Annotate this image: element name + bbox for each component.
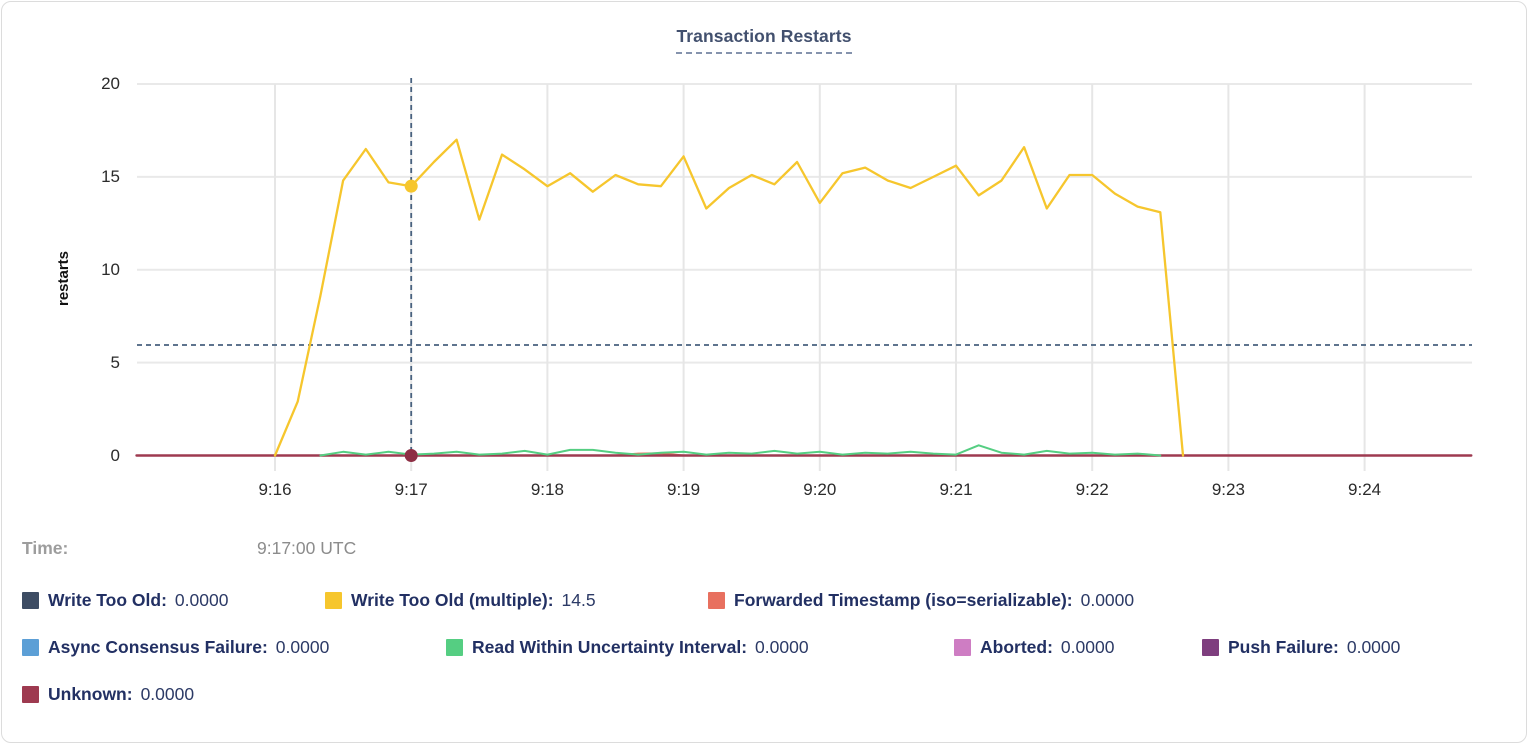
tooltip-time-label: Time: [22, 538, 69, 558]
x-tick-label: 9:18 [530, 480, 564, 499]
legend-item-unknown: Unknown: 0.0000 [22, 684, 194, 704]
x-tick-label: 9:24 [1348, 480, 1382, 499]
legend-item-write-too-old-multiple: Write Too Old (multiple): 14.5 [325, 590, 596, 610]
legend-color-swatch [325, 591, 342, 609]
tooltip-time-value: 9:17:00 UTC [257, 538, 357, 558]
x-tick-label: 9:19 [667, 480, 701, 499]
chart-plot-area[interactable] [2, 2, 1527, 530]
legend-value: 0.0000 [1346, 636, 1401, 657]
chart-header: Transaction Restarts [2, 26, 1526, 54]
legend-value: 0.0000 [275, 636, 330, 657]
legend-value: 0.0000 [1060, 636, 1115, 657]
legend-row: Unknown: 0.0000 [2, 684, 1526, 710]
x-tick-label: 9:21 [939, 480, 973, 499]
legend-row: Async Consensus Failure: 0.0000 Read Withi… [2, 637, 1526, 663]
legend-item-forwarded-timestamp-iso-serializable: Forwarded Timestamp (iso=serializable): 0… [708, 590, 1134, 610]
legend-item-async-consensus-failure: Async Consensus Failure: 0.0000 [22, 637, 329, 657]
x-tick-label: 9:22 [1075, 480, 1109, 499]
legend-item-push-failure: Push Failure: 0.0000 [1202, 637, 1400, 657]
legend-value: 14.5 [561, 589, 596, 610]
legend-value: 0.0000 [174, 589, 229, 610]
legend-color-swatch [22, 685, 39, 703]
legend-value: 0.0000 [1080, 589, 1135, 610]
legend-label: Forwarded Timestamp (iso=serializable): [734, 589, 1073, 610]
legend-item-read-within-uncertainty-interval: Read Within Uncertainty Interval: 0.0000 [446, 637, 809, 657]
legend-item-write-too-old: Write Too Old: 0.0000 [22, 590, 228, 610]
legend-label: Async Consensus Failure: [48, 636, 268, 657]
legend-label: Unknown: [48, 683, 133, 704]
y-tick-label: 20 [101, 74, 120, 93]
x-tick-label: 9:23 [1211, 480, 1245, 499]
legend-value: 0.0000 [140, 683, 195, 704]
x-tick-label: 9:16 [258, 480, 292, 499]
y-tick-label: 5 [110, 352, 120, 372]
legend-color-swatch [708, 591, 725, 609]
legend-color-swatch [954, 638, 971, 656]
chart-title[interactable]: Transaction Restarts [676, 26, 852, 54]
legend-label: Read Within Uncertainty Interval: [472, 636, 748, 657]
y-tick-label: 10 [101, 259, 120, 279]
x-tick-label: 9:17 [394, 480, 428, 499]
legend-row: Write Too Old: 0.0000 Write Too Old (multi… [2, 590, 1526, 616]
series-line-write-too-old-multiple- [273, 138, 1185, 457]
y-tick-label: 15 [101, 166, 120, 186]
y-tick-label: 0 [110, 445, 120, 465]
legend-color-swatch [446, 638, 463, 656]
x-tick-label: 9:20 [803, 480, 837, 499]
legend-label: Push Failure: [1228, 636, 1339, 657]
legend-color-swatch [22, 591, 39, 609]
legend-value: 0.0000 [755, 636, 809, 657]
legend-item-aborted: Aborted: 0.0000 [954, 637, 1114, 657]
highlight-dot-zero [404, 449, 418, 462]
series-line-read-within-uncertainty-interval [319, 444, 1162, 457]
legend-color-swatch [1202, 638, 1219, 656]
highlight-dot-write-too-old-multiple [404, 179, 418, 193]
legend-label: Write Too Old (multiple): [351, 589, 554, 610]
legend-label: Write Too Old: [48, 589, 167, 610]
legend-color-swatch [22, 638, 39, 656]
legend-label: Aborted: [980, 636, 1053, 657]
